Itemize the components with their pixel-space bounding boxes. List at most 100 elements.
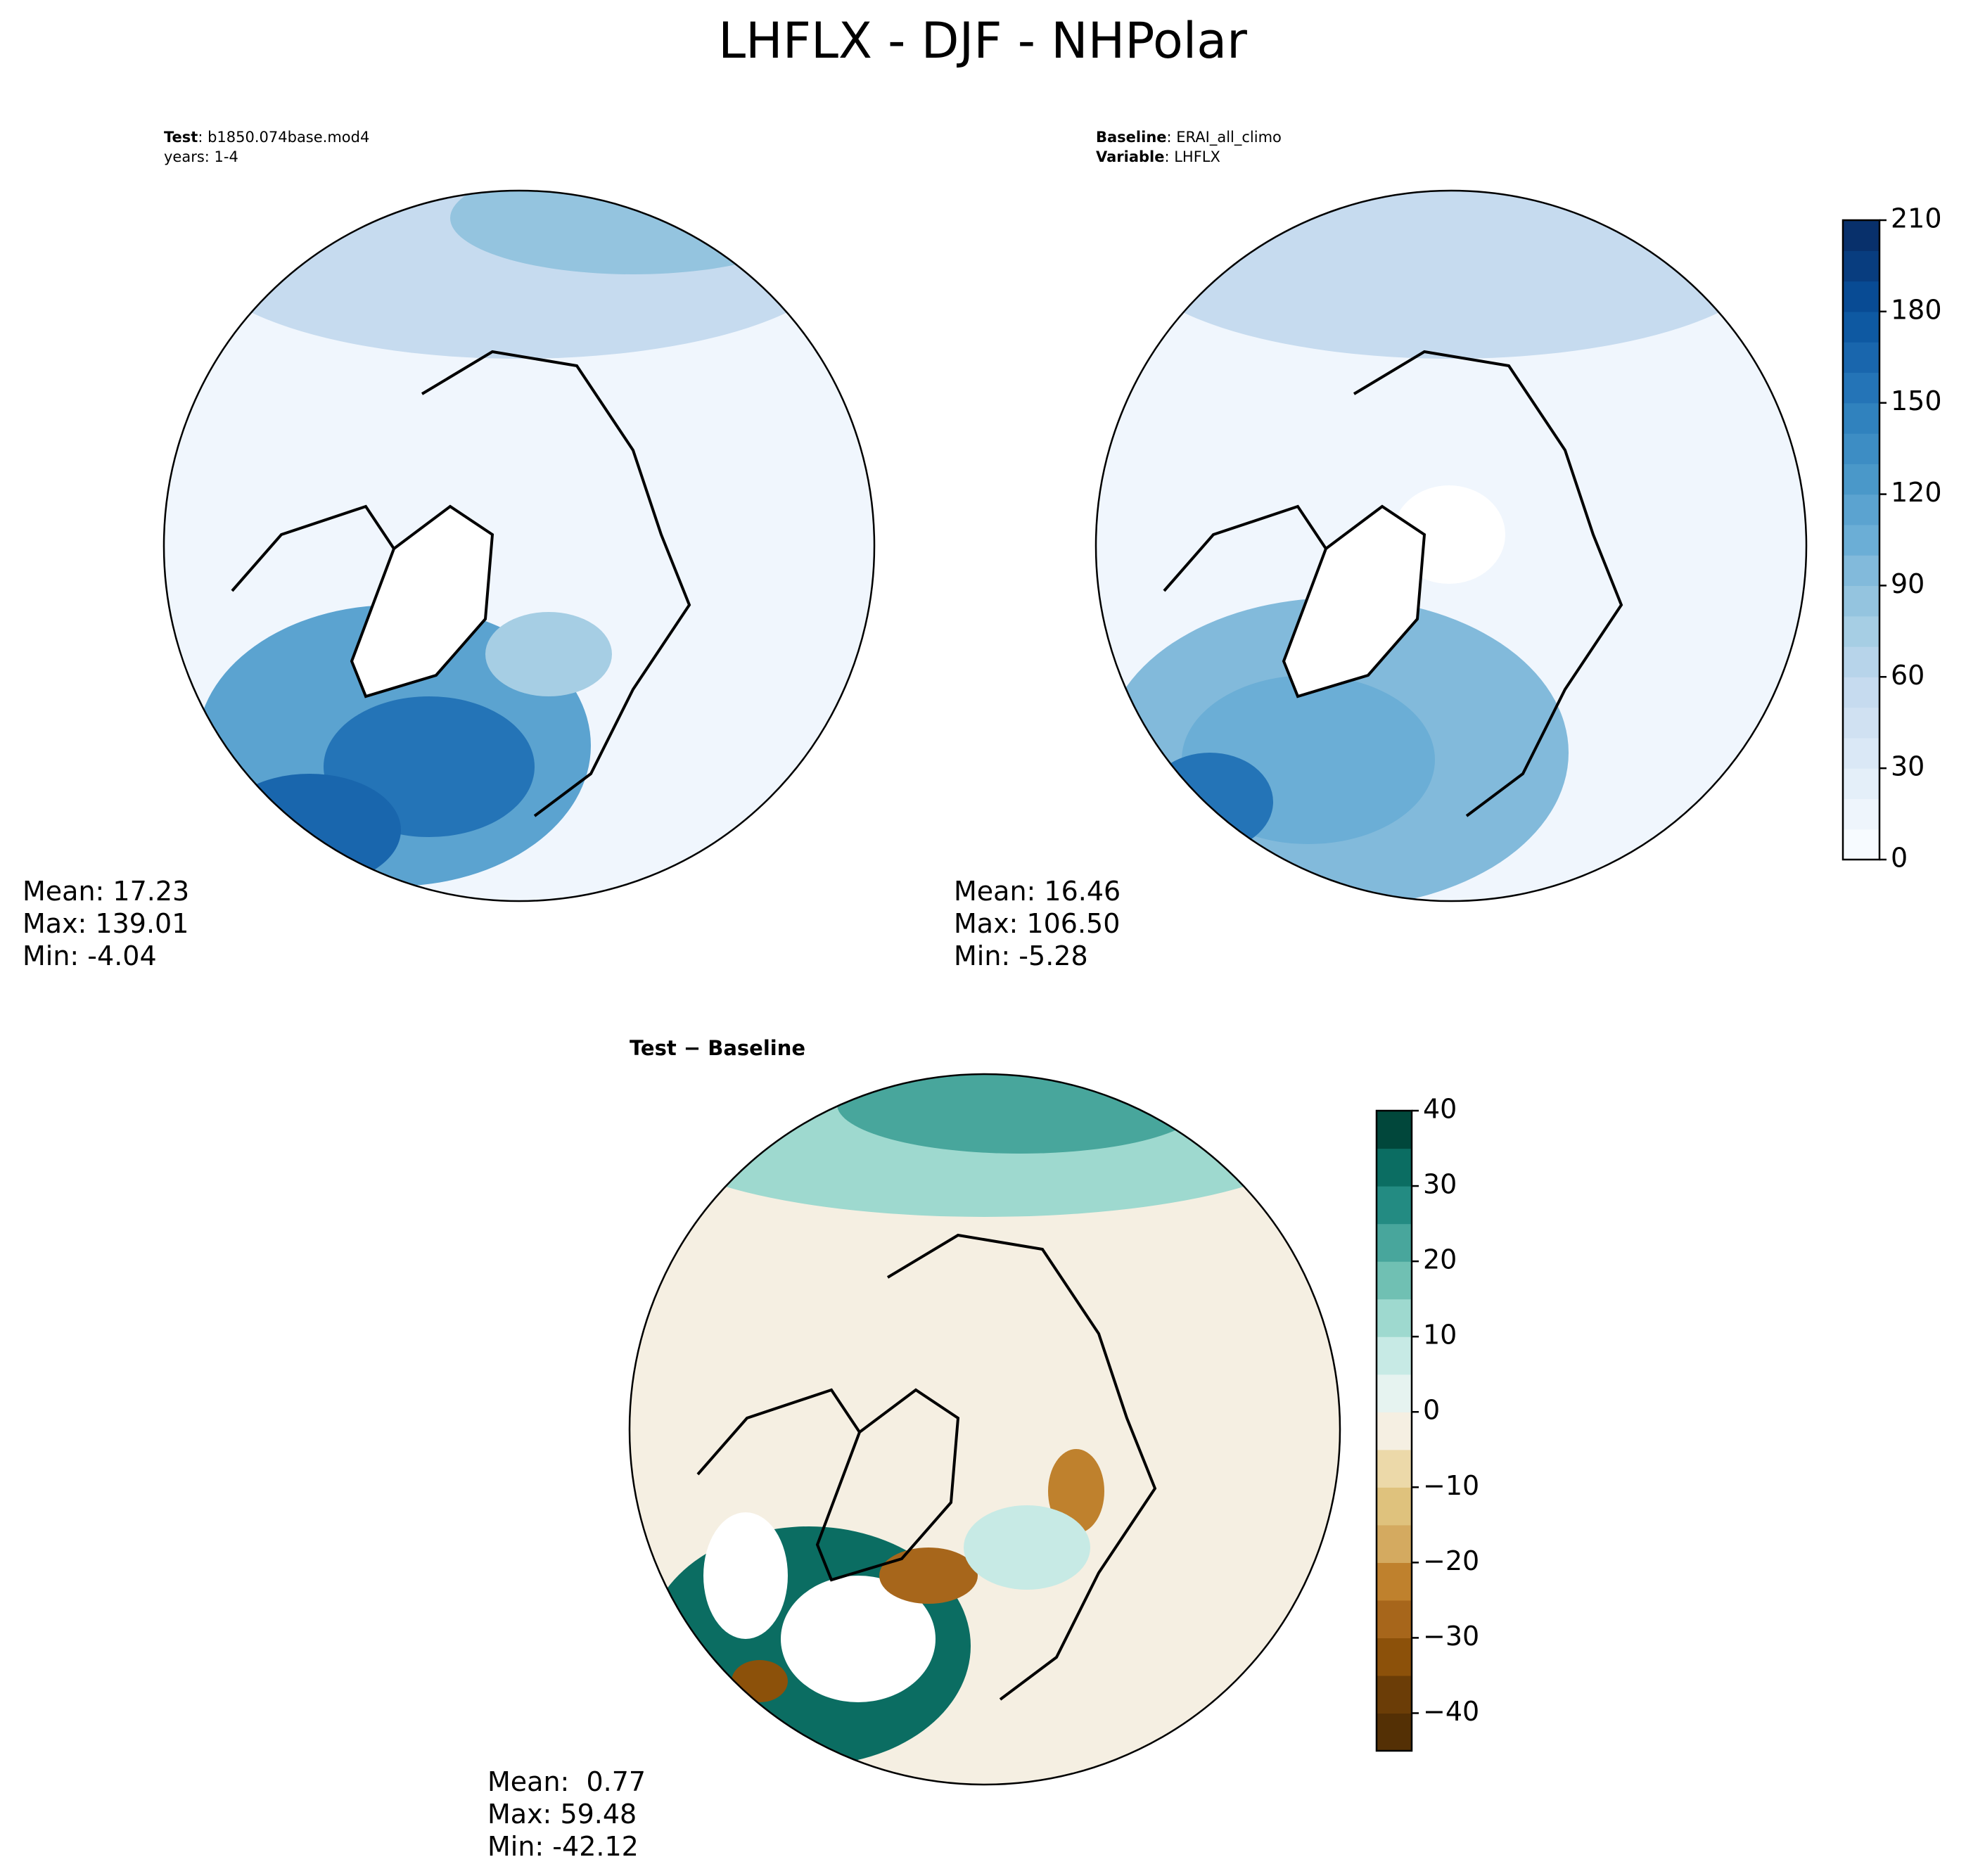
panel-heading: Test: b1850.074base.mod4 (164, 129, 369, 146)
colorbar-tick-label: 150 (1891, 385, 1942, 416)
colorbar-band (1377, 1223, 1412, 1262)
map-field (703, 1512, 788, 1639)
colorbar-tick-label: −30 (1423, 1621, 1479, 1652)
colorbar-band (1843, 281, 1879, 312)
colorbar-band (1843, 829, 1879, 860)
colorbar-band (1377, 1298, 1412, 1337)
colorbar-band (1377, 1261, 1412, 1300)
colorbar-band (1843, 737, 1879, 769)
colorbar-band (1843, 402, 1879, 434)
colorbar-band (1377, 1524, 1412, 1563)
stat-line: Max: 59.48 (487, 1799, 637, 1830)
map-frame (162, 189, 876, 902)
colorbar-band (1843, 615, 1879, 647)
map-field (485, 612, 612, 696)
colorbar-tick-label: 20 (1423, 1244, 1457, 1275)
colorbar-band (1377, 1562, 1412, 1601)
colorbar-band (1843, 220, 1879, 251)
coastline (231, 350, 691, 817)
colorbar-band (1377, 1148, 1412, 1187)
stat-line: Mean: 17.23 (23, 876, 189, 907)
colorbar-tick-label: 40 (1423, 1094, 1457, 1125)
map-field (964, 1505, 1090, 1590)
colorbar-tick-label: 210 (1891, 203, 1942, 234)
stat-line: Mean: 0.77 (487, 1766, 646, 1797)
panel-heading: Baseline: ERAI_all_climo (1096, 129, 1282, 146)
colorbar-band (1843, 768, 1879, 800)
colorbar-band (1377, 1600, 1412, 1639)
colorbar-tick-label: 60 (1891, 660, 1924, 691)
map-field (879, 1548, 978, 1604)
colorbar-band (1843, 677, 1879, 708)
stat-line: Min: -5.28 (954, 940, 1088, 971)
map-field (781, 1576, 936, 1702)
colorbar-band (1377, 1336, 1412, 1375)
heading-key: Baseline (1096, 129, 1167, 146)
colorbar-band (1843, 311, 1879, 343)
map-field (1147, 753, 1273, 851)
coastline (1163, 350, 1623, 817)
stat-line: Min: -42.12 (487, 1831, 639, 1862)
map-field (732, 1660, 788, 1702)
colorbar-band (1843, 494, 1879, 525)
stat-line: Max: 139.01 (23, 908, 189, 939)
map-field (837, 1074, 1203, 1154)
colorbar-tick-label: 180 (1891, 294, 1942, 325)
colorbar-tick-label: 30 (1891, 751, 1924, 782)
map-frame (628, 1073, 1341, 1786)
colorbar-band (1843, 585, 1879, 617)
map-frame (1094, 189, 1808, 902)
map-test (164, 191, 874, 901)
coastline (350, 504, 494, 698)
colorbar-frame (1841, 219, 1881, 861)
stat-line: Max: 106.50 (954, 908, 1120, 939)
map-field (1048, 1449, 1104, 1533)
colorbar-tick-label: 90 (1891, 568, 1924, 599)
colorbar-band (1377, 1713, 1412, 1751)
map-difference (630, 1074, 1340, 1785)
colorbar-band (1843, 372, 1879, 404)
colorbar-band (1843, 524, 1879, 556)
colorbar-tick-label: 30 (1423, 1169, 1457, 1200)
heading-value: : ERAI_all_climo (1167, 129, 1282, 146)
colorbar-tick-label: 0 (1891, 843, 1908, 874)
coastline (815, 1388, 960, 1582)
colorbar-band (1843, 250, 1879, 282)
stat-line: Mean: 16.46 (954, 876, 1121, 907)
panel-heading: Variable: LHFLX (1096, 148, 1220, 165)
colorbar-band (1843, 707, 1879, 739)
coastline (1282, 504, 1426, 698)
colorbar-band (1377, 1638, 1412, 1676)
colorbar-band (1377, 1675, 1412, 1714)
map-baseline (1096, 191, 1806, 901)
colorbar-tick-label: −10 (1423, 1470, 1479, 1501)
colorbar-band (1377, 1111, 1412, 1149)
colorbar-band (1377, 1186, 1412, 1225)
coastline (696, 1233, 1157, 1701)
colorbar-band (1377, 1449, 1412, 1488)
colorbar-band (1843, 433, 1879, 464)
panel-heading: Test − Baseline (630, 1036, 805, 1060)
colorbar-band (1843, 342, 1879, 374)
figure-title: LHFLX - DJF - NHPolar (718, 12, 1247, 70)
colorbar-tick-label: 120 (1891, 477, 1942, 508)
panel-heading: years: 1-4 (164, 148, 238, 165)
map-field (450, 191, 816, 274)
colorbar-band (1377, 1374, 1412, 1412)
colorbar-band (1377, 1487, 1412, 1526)
stat-line: Min: -4.04 (23, 940, 157, 971)
colorbar-tick-label: −40 (1423, 1696, 1479, 1727)
heading-value: : b1850.074base.mod4 (198, 129, 369, 146)
heading-key: Test (164, 129, 198, 146)
colorbar-band (1843, 464, 1879, 495)
colorbar-band (1843, 798, 1879, 830)
colorbar-tick-label: 10 (1423, 1320, 1457, 1351)
colorbar-tick-label: 0 (1423, 1395, 1440, 1426)
colorbar-frame (1375, 1109, 1413, 1752)
colorbar-band (1377, 1412, 1412, 1450)
colorbar-tick-label: −20 (1423, 1545, 1479, 1576)
heading-key: Variable (1096, 148, 1164, 165)
colorbar-band (1843, 646, 1879, 677)
